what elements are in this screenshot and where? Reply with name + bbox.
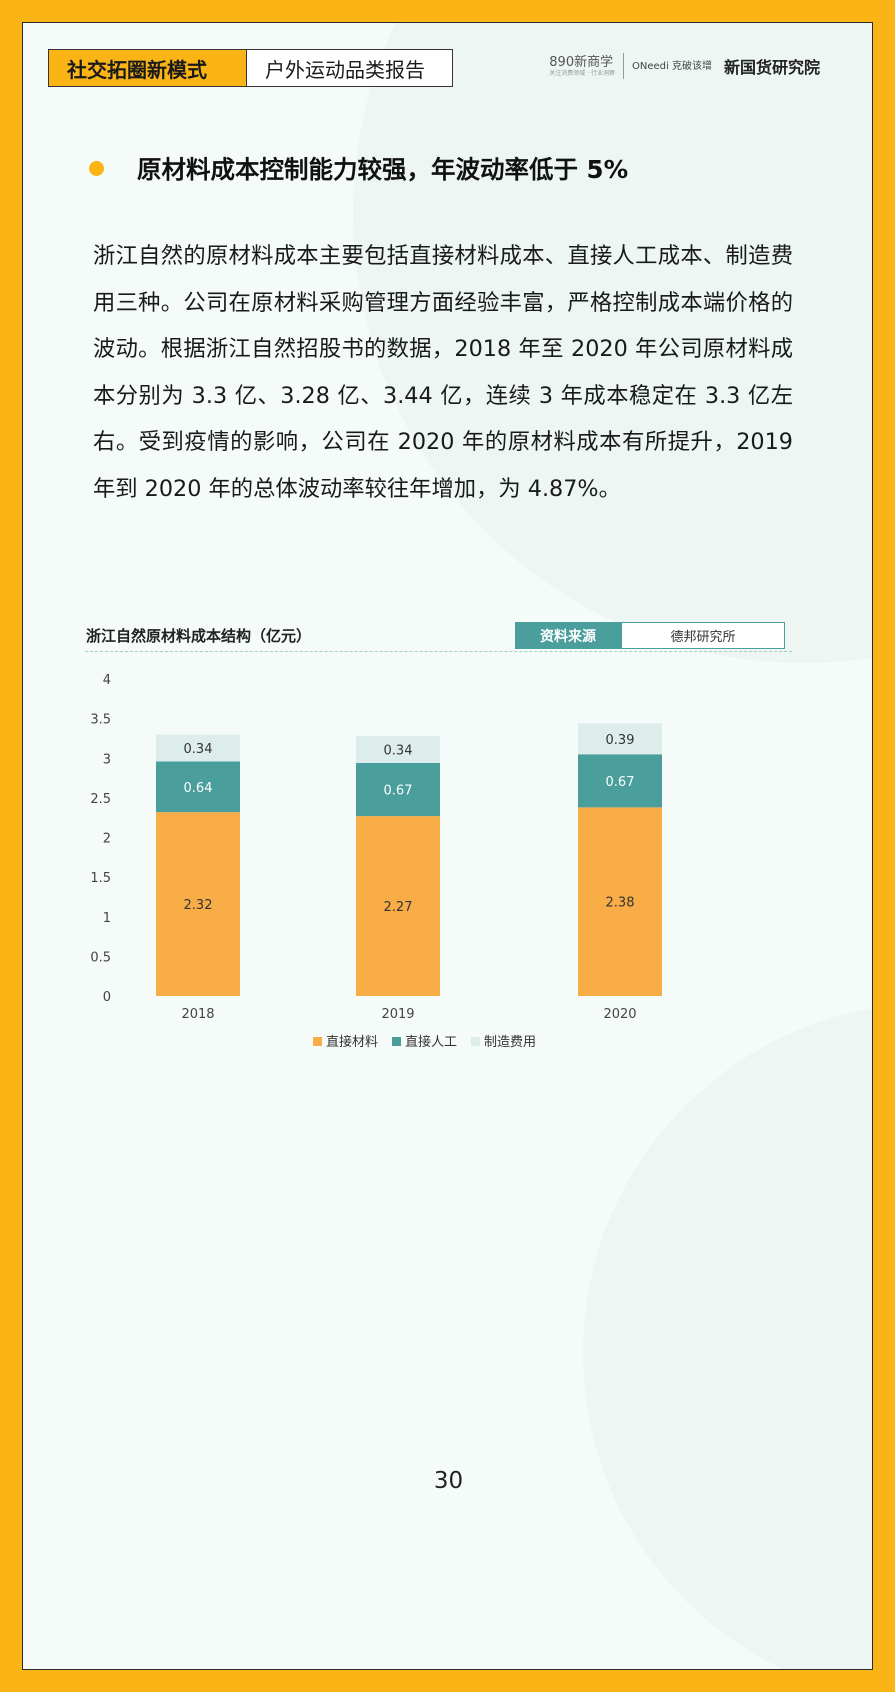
y-tick-label: 4 xyxy=(103,673,111,688)
legend-label: 直接人工 xyxy=(405,1034,457,1050)
stacked-bar-chart: 0 0.5 1 1.5 2 2.5 3 3.5 4 2.32 0.64 0.34 2018 2.27 0.6… xyxy=(90,673,662,1050)
y-tick-label: 1 xyxy=(103,911,111,926)
data-label: 0.64 xyxy=(184,781,213,796)
chart-title: 浙江自然原材料成本结构（亿元） xyxy=(86,627,312,645)
bar-segment xyxy=(578,754,662,808)
bullet-dot-icon xyxy=(89,161,104,176)
logo-890: 890新商学 关注消费领域 · 行业洞察 xyxy=(549,56,615,77)
x-tick-label: 2018 xyxy=(181,1007,214,1022)
logo-890-text: 890新商学 xyxy=(549,54,614,70)
source-box: 资料来源 德邦研究所 xyxy=(515,622,785,649)
bar-segment xyxy=(356,816,440,996)
y-tick-label: 1.5 xyxy=(90,871,111,886)
section-tag: 社交拓圈新模式 xyxy=(48,49,247,87)
y-tick-label: 0 xyxy=(103,990,111,1005)
heading-text: 原材料成本控制能力较强，年波动率低于 5% xyxy=(137,155,629,184)
logo-oneedi: ONeedi 克破该增 xyxy=(632,60,712,72)
header: 社交拓圈新模式 户外运动品类报告 xyxy=(48,49,453,87)
source-value: 德邦研究所 xyxy=(621,622,785,649)
logo-890-subtitle: 关注消费领域 · 行业洞察 xyxy=(549,69,616,77)
y-tick-label: 3.5 xyxy=(90,713,111,728)
data-label: 0.34 xyxy=(184,742,213,757)
logo-new-guohuo-institute: 新国货研究院 xyxy=(723,58,820,77)
bar-segment xyxy=(578,723,662,755)
data-label: 0.67 xyxy=(606,775,635,790)
bar-segment xyxy=(356,736,440,764)
page-number: 30 xyxy=(433,1468,464,1494)
data-label: 0.34 xyxy=(384,744,413,759)
legend-label: 制造费用 xyxy=(484,1035,536,1050)
legend-swatch xyxy=(392,1037,401,1046)
legend-swatch xyxy=(471,1037,480,1046)
publisher-logos: 890新商学 关注消费领域 · 行业洞察 ONeedi 克破该增 新国货研究院 xyxy=(549,53,820,79)
source-label: 资料来源 xyxy=(515,622,621,649)
x-tick-label: 2020 xyxy=(603,1007,636,1022)
y-tick-label: 2.5 xyxy=(90,792,111,807)
bar-segment xyxy=(156,761,240,813)
data-label: 2.32 xyxy=(184,898,213,913)
data-label: 2.38 xyxy=(606,896,635,911)
body-paragraph: 浙江自然的原材料成本主要包括直接材料成本、直接人工成本、制造费用三种。公司在原材… xyxy=(93,243,793,502)
legend-swatch xyxy=(313,1037,322,1046)
logo-divider xyxy=(623,53,625,79)
y-tick-label: 0.5 xyxy=(90,950,111,965)
legend-label: 直接材料 xyxy=(326,1034,378,1050)
report-page: 社交拓圈新模式 户外运动品类报告 890新商学 关注消费领域 · 行业洞察 ON… xyxy=(22,22,873,1670)
bar-segment xyxy=(356,763,440,817)
report-title-tag: 户外运动品类报告 xyxy=(247,49,453,87)
chart-divider xyxy=(85,651,792,652)
y-tick-label: 3 xyxy=(103,752,111,767)
data-label: 0.67 xyxy=(384,784,413,799)
x-tick-label: 2019 xyxy=(381,1007,414,1022)
data-label: 2.27 xyxy=(384,900,413,915)
bar-segment xyxy=(156,734,240,762)
data-label: 0.39 xyxy=(606,733,635,748)
y-tick-label: 2 xyxy=(103,832,111,847)
section-heading: 原材料成本控制能力较强，年波动率低于 5% xyxy=(89,151,628,186)
bar-segment xyxy=(156,812,240,996)
bar-segment xyxy=(578,807,662,996)
